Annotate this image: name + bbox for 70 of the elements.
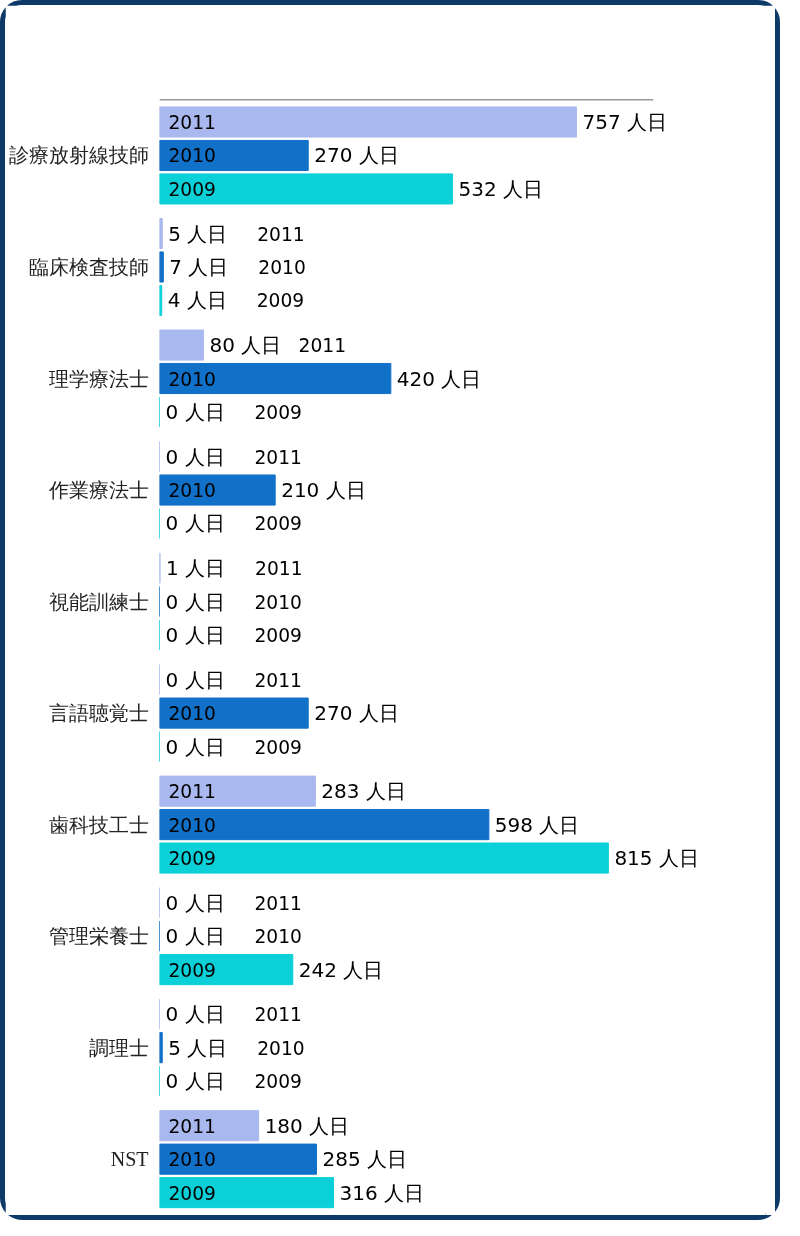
- data-label: 815 人日: [614, 846, 699, 871]
- series-label: 2011: [168, 1115, 216, 1137]
- data-label: 1 人日: [166, 556, 226, 581]
- data-label: 0 人日: [165, 734, 225, 759]
- data-label: 4 人日: [167, 288, 227, 313]
- text: 2010: [168, 368, 216, 390]
- text: 2009: [254, 736, 302, 758]
- data-label: 180 人日: [264, 1113, 350, 1138]
- text: 2009: [168, 848, 216, 870]
- data-label: 0 人日: [165, 890, 225, 915]
- text: 2011: [254, 1004, 302, 1026]
- data-label: 80 人日: [209, 333, 282, 358]
- text: 2011: [254, 669, 302, 691]
- y-tick-label: 歯科技工士: [48, 813, 149, 836]
- data-label: 532 人日: [458, 176, 544, 201]
- y-tick-label: 管理栄養士: [48, 925, 149, 948]
- data-label: 420 人日: [396, 366, 482, 391]
- text: 2010: [168, 1149, 216, 1171]
- y-tick-label: 視能訓練士: [48, 590, 149, 613]
- y-tick-label: NST: [110, 1148, 149, 1171]
- data-label: 757 人日: [582, 110, 667, 135]
- data-label: 0 人日: [165, 623, 225, 648]
- text: 2011: [255, 558, 303, 580]
- text: 2009: [168, 178, 216, 200]
- series-label: 2010: [168, 480, 216, 502]
- data-label: 0 人日: [165, 1002, 225, 1027]
- data-label: 7 人日: [169, 255, 229, 279]
- data-label: 0 人日: [165, 444, 225, 469]
- text: 2011: [254, 892, 302, 914]
- text: 2010: [254, 926, 302, 948]
- data-label: 270 人日: [314, 701, 399, 726]
- data-label: 242 人日: [298, 957, 384, 982]
- data-label: 598 人日: [494, 812, 580, 837]
- data-label: 0 人日: [165, 924, 225, 949]
- data-label: 0 人日: [165, 1069, 225, 1094]
- text: 2009: [254, 401, 302, 423]
- data-label: 210 人日: [281, 478, 366, 503]
- data-label: 0 人日: [165, 511, 225, 536]
- data-label: 316 人日: [339, 1180, 425, 1205]
- data-label: 0 人日: [165, 667, 225, 692]
- data-label: 0 人日: [165, 589, 225, 614]
- text: 2009: [254, 513, 302, 535]
- series-label: 2009: [168, 959, 216, 981]
- text: 2011: [298, 335, 347, 357]
- data-label: 5 人日: [168, 1035, 228, 1060]
- y-tick-label: 調理士: [88, 1036, 149, 1059]
- text: 2010: [168, 703, 216, 725]
- text: 2010: [257, 1037, 305, 1059]
- text: 2010: [168, 145, 216, 167]
- data-label: 285 人日: [322, 1147, 407, 1172]
- y-tick-label: 臨床検査技師: [28, 256, 149, 278]
- text: 2009: [256, 290, 305, 312]
- y-tick-label: 理学療法士: [48, 367, 149, 390]
- text: 2009: [254, 625, 302, 647]
- text: 2011: [257, 223, 305, 245]
- text: 2010: [254, 591, 302, 613]
- text: 2010: [168, 814, 216, 836]
- text: 2009: [254, 1071, 302, 1093]
- text: 2011: [168, 112, 216, 134]
- text: 2010: [258, 257, 306, 278]
- y-tick-label: 言語聴覚士: [48, 702, 149, 725]
- data-label: 0 人日: [165, 399, 225, 424]
- data-label: 5 人日: [168, 221, 228, 246]
- y-tick-label: 作業療法士: [47, 479, 149, 502]
- y-tick-label: 診療放射線技師: [8, 144, 149, 167]
- text: 2011: [254, 446, 302, 468]
- data-label: 283 人日: [321, 779, 406, 804]
- text: 2009: [168, 1182, 216, 1204]
- data-label: 270 人日: [314, 143, 399, 168]
- text: 2011: [168, 781, 216, 803]
